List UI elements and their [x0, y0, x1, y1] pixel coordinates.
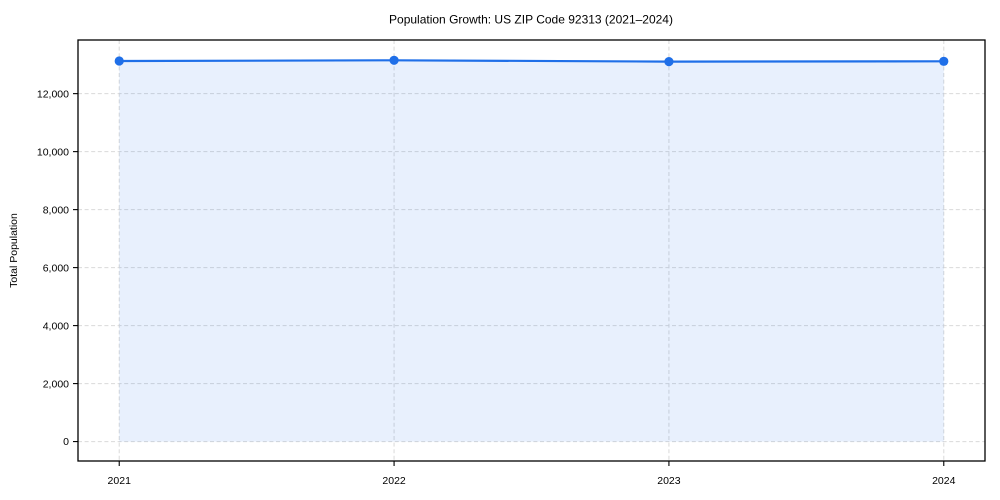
- area-fill: [119, 60, 944, 442]
- x-tick-label: 2023: [657, 475, 681, 487]
- data-point-marker: [389, 55, 399, 65]
- y-axis-label: Total Population: [8, 213, 20, 288]
- y-tick-label: 10,000: [37, 146, 69, 158]
- y-tick-label: 2,000: [43, 378, 69, 390]
- y-tick-label: 4,000: [43, 320, 69, 332]
- plot-border: [77, 39, 986, 462]
- chart-title: Population Growth: US ZIP Code 92313 (20…: [389, 13, 673, 27]
- y-tick-label: 0: [63, 436, 69, 448]
- y-tick-label: 12,000: [37, 88, 69, 100]
- data-point-marker: [939, 56, 949, 66]
- data-point-marker: [664, 57, 674, 67]
- chart-layers: 0 2,000 4,000 6,000 8,000 10,000 12,000 2021 202…: [37, 39, 986, 487]
- x-tick-label: 2022: [382, 475, 406, 487]
- y-tick-label: 8,000: [43, 204, 69, 216]
- x-tick-label: 2024: [932, 475, 956, 487]
- x-tick-label: 2021: [108, 475, 132, 487]
- y-tick-label: 6,000: [43, 262, 69, 274]
- series-line: [118, 59, 945, 63]
- data-point-marker: [114, 56, 124, 66]
